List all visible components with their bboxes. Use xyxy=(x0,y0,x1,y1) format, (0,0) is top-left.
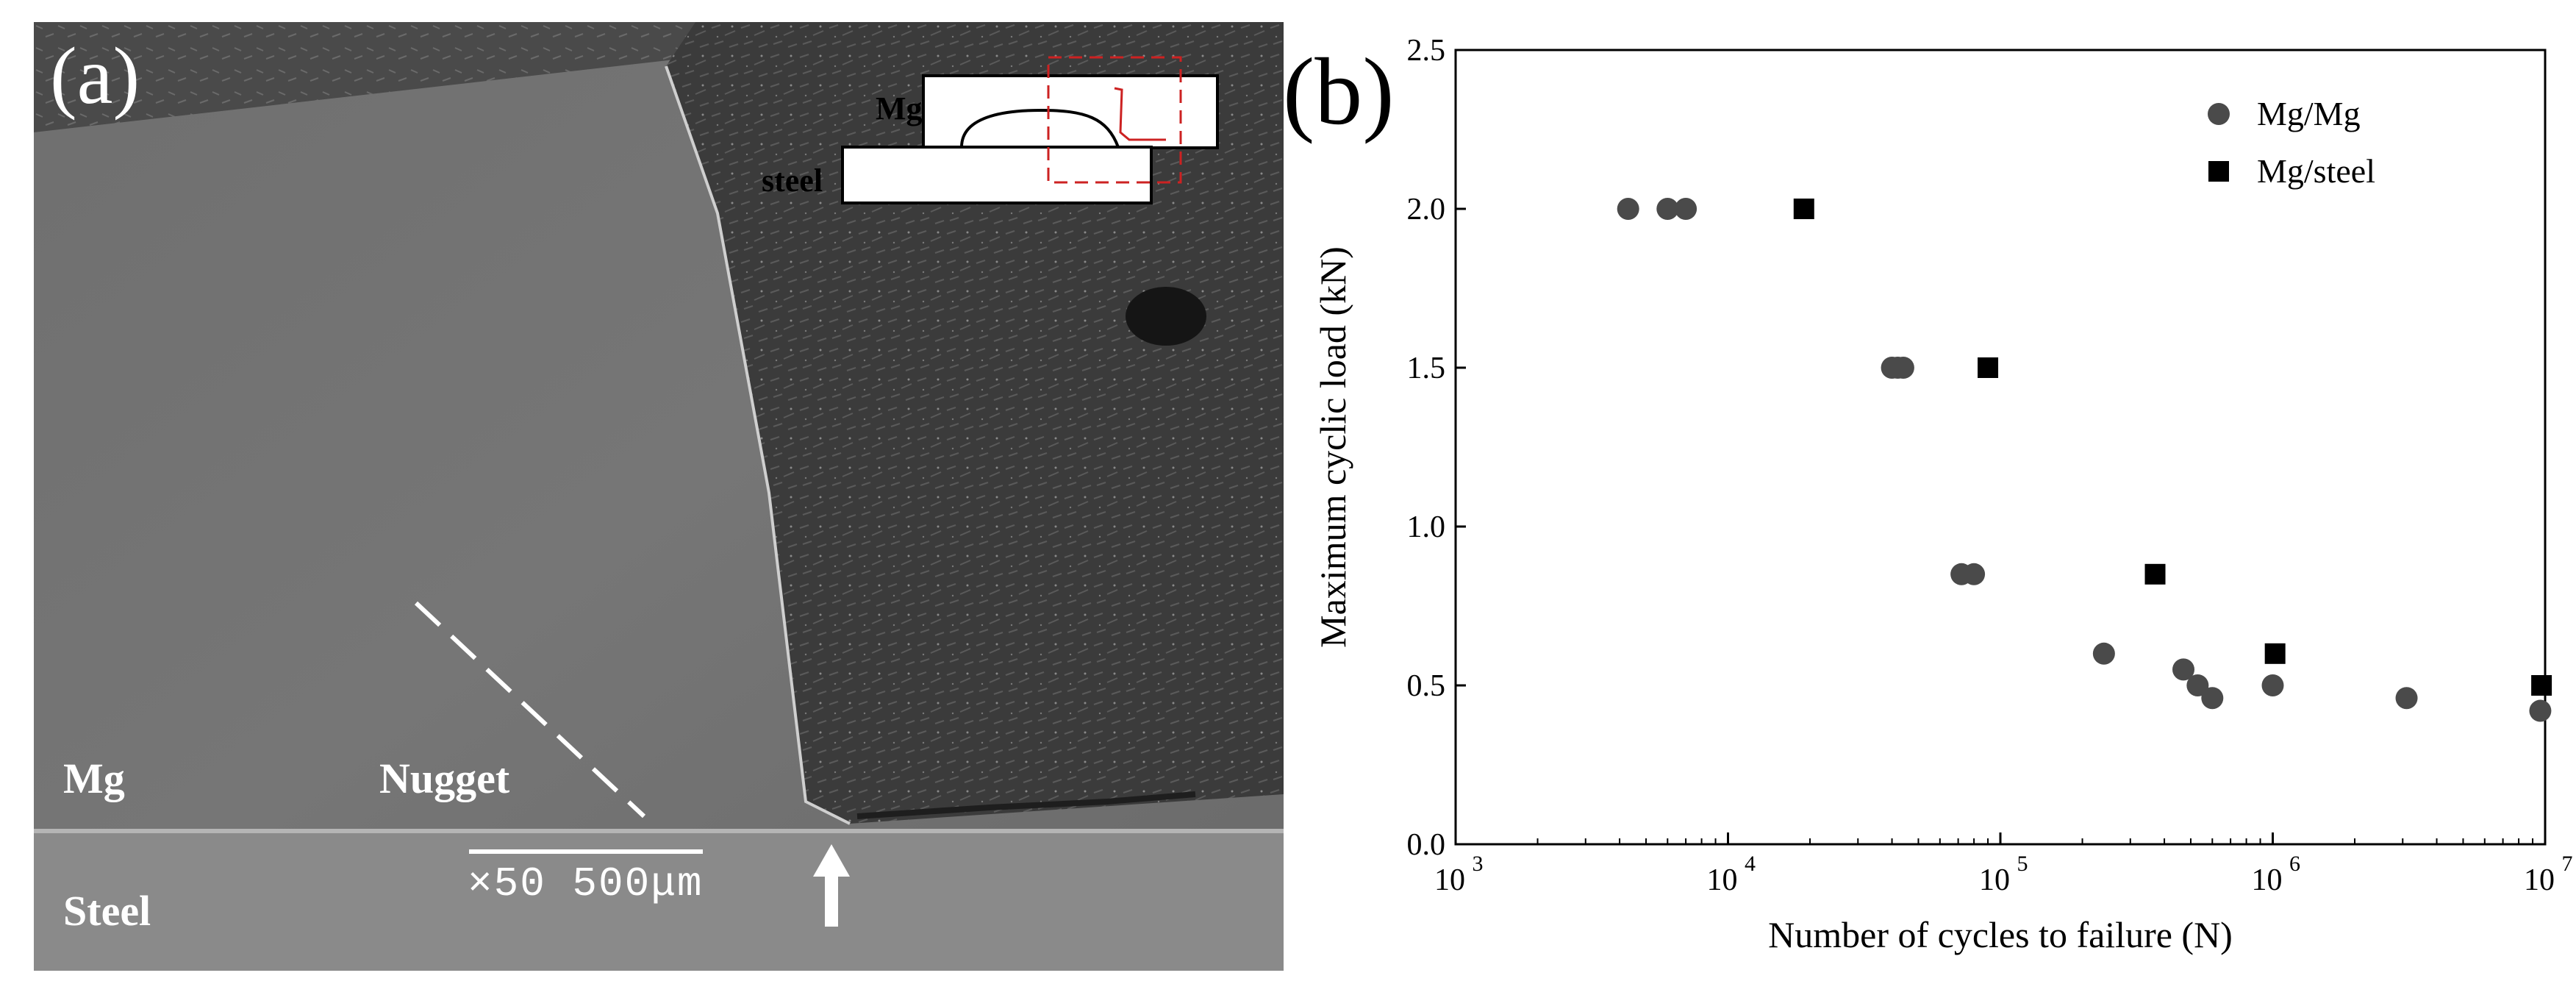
data-point-Mg/Mg xyxy=(1656,198,1679,220)
x-tick-exponent: 7 xyxy=(2562,852,2573,876)
legend: Mg/Mg Mg/steel xyxy=(2208,95,2375,190)
fracture-edge xyxy=(665,65,851,825)
data-point-Mg/Mg xyxy=(1963,563,1986,585)
x-axis: 10 3 10 4 10 5 10 6 10 7 xyxy=(1434,832,2573,897)
data-point-Mg/Mg xyxy=(2172,658,2195,681)
y-tick-label: 2.5 xyxy=(1407,34,1446,68)
y-tick-label: 1.0 xyxy=(1407,510,1446,544)
data-point-Mg/Mg xyxy=(2529,699,2552,722)
sem-image xyxy=(34,22,1284,971)
scale-bar-text: ×50 500μm xyxy=(468,860,704,907)
data-points xyxy=(1617,198,2552,722)
pore xyxy=(1126,287,1206,346)
top-fracture-strip xyxy=(34,22,695,132)
nugget-label: Nugget xyxy=(379,755,510,802)
y-tick-label: 0.5 xyxy=(1407,669,1446,703)
inset-mg-label: Mg xyxy=(876,90,923,126)
x-tick-label: 10 xyxy=(2252,863,2283,897)
x-tick-label: 10 xyxy=(1707,863,1738,897)
legend-label-Mg/Mg: Mg/Mg xyxy=(2257,95,2361,132)
mg-label: Mg xyxy=(63,755,125,802)
joint-schematic-inset xyxy=(841,56,1219,204)
data-point-Mg/Mg xyxy=(1892,357,1914,379)
legend-label-Mg/steel: Mg/steel xyxy=(2257,152,2375,190)
x-tick-exponent: 3 xyxy=(1473,852,1484,876)
panel-b-label: (b) xyxy=(1283,39,1395,145)
fracture-surface xyxy=(666,22,1284,824)
x-tick-exponent: 5 xyxy=(2017,852,2028,876)
x-tick-label: 10 xyxy=(1979,863,2010,897)
inset-highlight-box xyxy=(1047,56,1182,184)
plot-frame xyxy=(1454,49,2547,846)
data-point-Mg/Mg xyxy=(2395,687,2418,710)
data-point-Mg/Mg xyxy=(2186,674,2209,696)
interface-crack xyxy=(856,791,1196,819)
data-point-Mg/steel xyxy=(2531,675,2552,696)
data-point-Mg/steel xyxy=(1978,357,1999,378)
arrow-up-icon xyxy=(813,844,850,927)
sem-micrograph: (a) Mg steel Mg Nugget Steel ×50 500μm xyxy=(34,22,1284,971)
plot-border xyxy=(1454,49,2547,846)
fatigue-chart: 10 3 10 4 10 5 10 6 10 7 0.00.51.01.52.02.5 Mg/Mg… xyxy=(1312,34,2573,955)
data-point-Mg/Mg xyxy=(1675,198,1697,220)
nugget-boundary xyxy=(414,601,646,819)
data-point-Mg/Mg xyxy=(2261,674,2284,696)
data-point-Mg/steel xyxy=(1793,199,1814,219)
y-axis: 0.0 0.5 1.0 1.5 2.0 2.5 xyxy=(1407,34,1466,862)
inset-steel-label: steel xyxy=(762,163,823,199)
x-tick-exponent: 6 xyxy=(2289,852,2300,876)
x-tick-label: 10 xyxy=(2524,863,2555,897)
legend-marker-Mg/steel xyxy=(2208,161,2229,182)
x-axis-title: Number of cycles to failure (N) xyxy=(1768,914,2233,955)
data-point-Mg/steel xyxy=(2264,643,2286,664)
x-tick-exponent: 4 xyxy=(1745,852,1756,876)
data-point-Mg/steel xyxy=(2144,563,2166,585)
y-tick-label: 2.0 xyxy=(1407,193,1446,227)
steel-region xyxy=(34,831,1284,971)
y-axis-title: Maximum cyclic load (kN) xyxy=(1312,246,1353,648)
steel-label: Steel xyxy=(63,887,151,935)
data-point-Mg/Mg xyxy=(1617,198,1639,220)
panel-a-label: (a) xyxy=(50,31,140,121)
data-point-Mg/Mg xyxy=(2201,687,2224,710)
legend-marker-Mg/Mg xyxy=(2208,103,2230,125)
data-point-Mg/Mg xyxy=(2092,642,2115,665)
y-tick-label: 1.5 xyxy=(1407,352,1446,385)
x-tick-label: 10 xyxy=(1434,863,1465,897)
y-tick-label: 0.0 xyxy=(1407,828,1446,862)
